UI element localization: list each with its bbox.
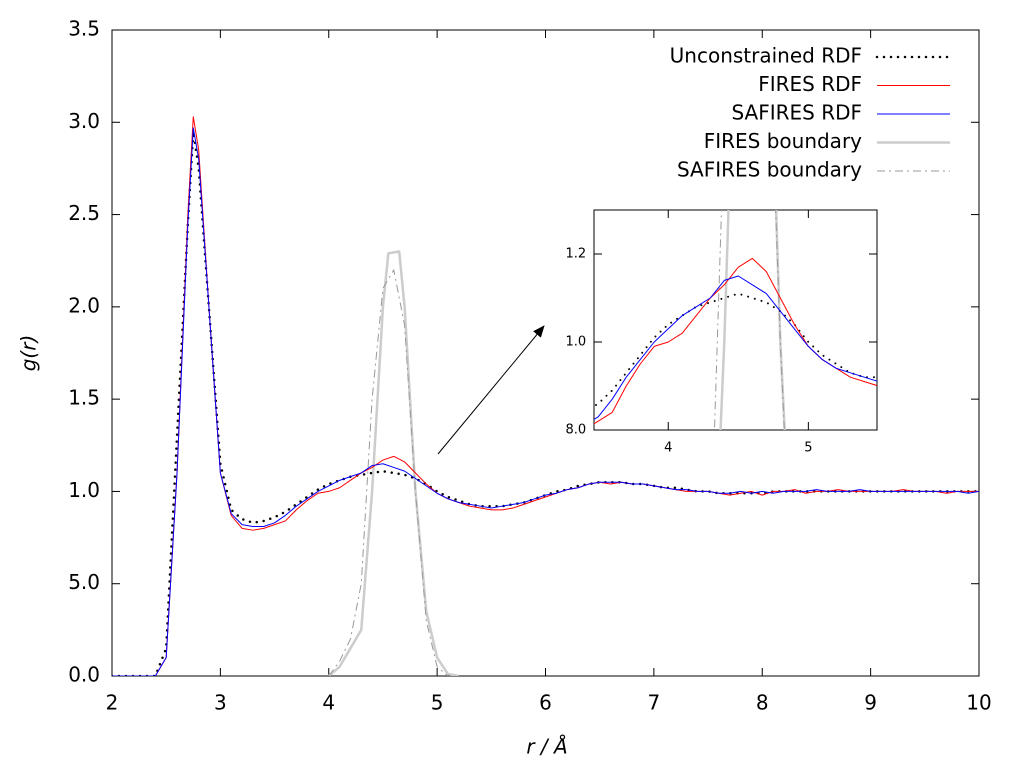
y-tick-label: 8.0 xyxy=(566,423,587,438)
inset-arrow xyxy=(437,325,545,455)
x-tick-label: 8 xyxy=(756,691,769,715)
x-axis-label: r / Å xyxy=(526,735,567,759)
inset-plot: 4 5 8.0 1.0 1.2 xyxy=(566,210,877,456)
series-line xyxy=(327,250,460,676)
y-tick-label: 1.2 xyxy=(566,247,587,262)
y-tick-label: 5.0 xyxy=(68,570,100,594)
series-line xyxy=(112,116,979,676)
x-tick-label: 10 xyxy=(966,691,991,715)
legend-label: SAFIRES RDF xyxy=(731,101,862,125)
x-tick-label: 5 xyxy=(431,691,444,715)
series-line xyxy=(328,269,449,676)
x-tick-label: 9 xyxy=(864,691,877,715)
y-tick-label: 1.5 xyxy=(68,386,100,410)
x-tick-label: 7 xyxy=(648,691,661,715)
legend: Unconstrained RDF FIRES RDF SAFIRES RDF FIR… xyxy=(670,44,952,182)
y-tick-label: 1.0 xyxy=(566,335,587,350)
y-axis-label: g(r) xyxy=(17,335,41,372)
legend-label: FIRES boundary xyxy=(704,129,862,153)
series-line xyxy=(112,127,979,676)
x-tick-label: 6 xyxy=(539,691,552,715)
inset-frame xyxy=(593,209,878,431)
y-tick-label: 3.5 xyxy=(68,17,100,41)
legend-label: SAFIRES boundary xyxy=(677,158,862,182)
series-group xyxy=(112,116,979,676)
x-tick-label: 2 xyxy=(106,691,119,715)
y-tick-label: 0.0 xyxy=(68,663,100,687)
legend-label: Unconstrained RDF xyxy=(670,44,862,68)
legend-label: FIRES RDF xyxy=(758,72,862,96)
x-tick-label: 5 xyxy=(804,441,812,456)
y-tick-label: 3.0 xyxy=(68,109,100,133)
y-tick-label: 2.0 xyxy=(68,293,100,317)
y-tick-label: 2.5 xyxy=(68,201,100,225)
x-tick-label: 4 xyxy=(322,691,335,715)
y-tick-label: 1.0 xyxy=(68,478,100,502)
main-plot: 2 3 4 5 6 7 8 9 10 0.0 5.0 1.0 1.5 2.0 2.5 3.0 3.5 xyxy=(68,17,992,715)
x-tick-label: 3 xyxy=(214,691,227,715)
x-tick-label: 4 xyxy=(664,441,672,456)
